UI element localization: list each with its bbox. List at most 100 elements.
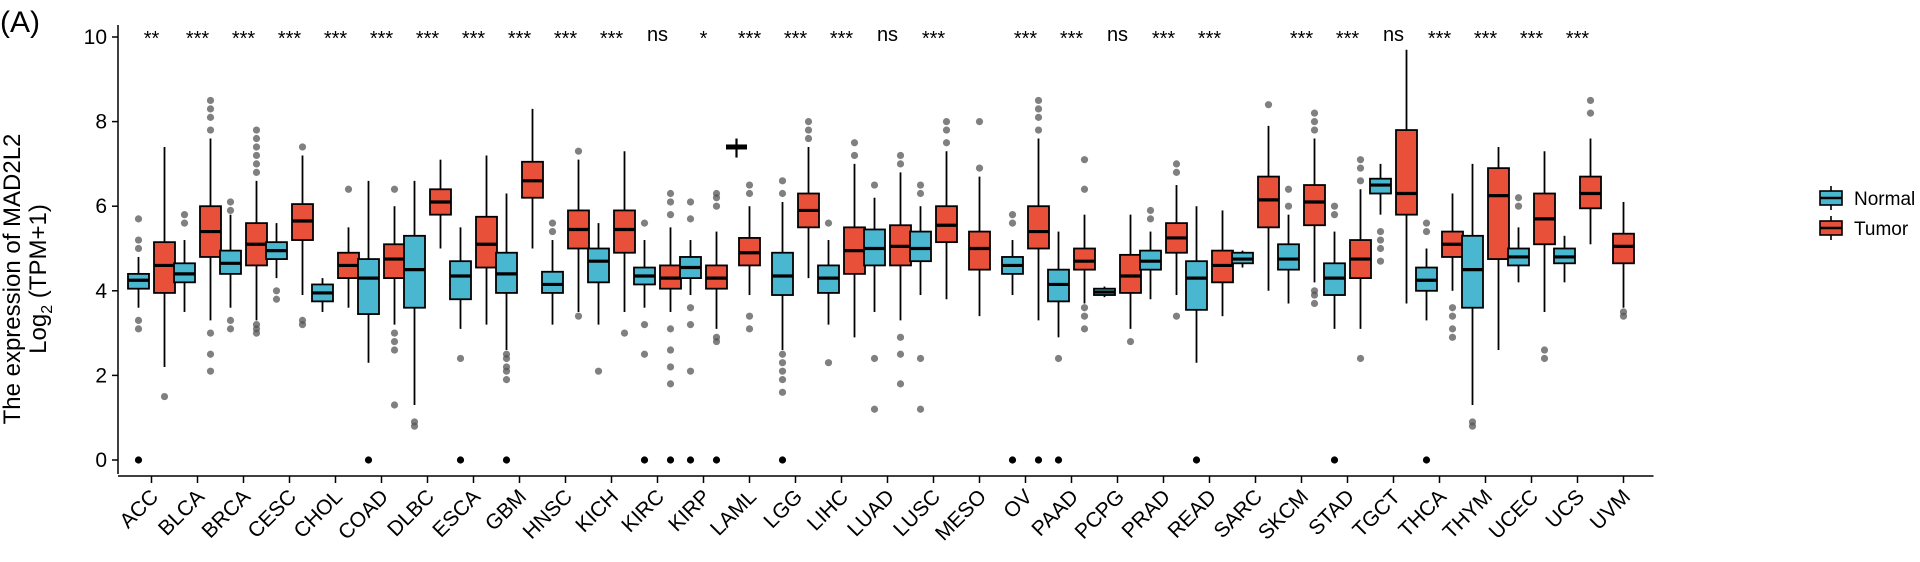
normal-outlier bbox=[686, 367, 695, 375]
normal-median bbox=[726, 144, 747, 150]
normal-box-group bbox=[909, 181, 932, 413]
normal-outlier bbox=[1514, 202, 1523, 210]
x-tick-label: KICH bbox=[571, 485, 623, 537]
tumor-outlier bbox=[1586, 109, 1595, 117]
normal-outlier bbox=[502, 456, 511, 464]
tumor-box-group bbox=[1349, 156, 1372, 363]
normal-box-group bbox=[219, 198, 242, 333]
normal-outlier bbox=[778, 177, 787, 185]
y-tick-label: 0 bbox=[95, 449, 107, 472]
tumor-outlier bbox=[206, 350, 215, 358]
significance-label: ** bbox=[144, 28, 160, 50]
normal-outlier bbox=[640, 350, 649, 358]
significance-label: *** bbox=[416, 28, 440, 50]
significance-label: *** bbox=[324, 28, 348, 50]
significance-label: *** bbox=[1566, 28, 1590, 50]
tumor-outlier bbox=[1172, 312, 1181, 320]
tumor-outlier bbox=[1080, 156, 1089, 164]
tumor-outlier bbox=[666, 198, 675, 206]
normal-outlier bbox=[1008, 456, 1017, 464]
legend-label: Normal bbox=[1854, 189, 1915, 210]
normal-outlier bbox=[778, 388, 787, 396]
normal-outlier bbox=[640, 219, 649, 227]
tumor-box bbox=[1487, 167, 1510, 260]
normal-outlier bbox=[1330, 202, 1339, 210]
x-tick-label: BLCA bbox=[154, 485, 209, 540]
normal-box-group bbox=[1047, 231, 1070, 464]
y-tick-label: 10 bbox=[84, 26, 107, 49]
normal-outlier bbox=[1284, 185, 1293, 193]
tumor-outlier bbox=[896, 350, 905, 358]
tumor-box bbox=[475, 215, 498, 269]
tumor-outlier bbox=[390, 185, 399, 193]
x-tick-label: LUAD bbox=[843, 485, 899, 541]
normal-box-group bbox=[1139, 206, 1162, 300]
normal-outlier bbox=[1376, 244, 1385, 253]
tumor-outlier bbox=[206, 329, 215, 337]
tumor-outlier bbox=[712, 456, 721, 464]
normal-outlier bbox=[916, 354, 925, 363]
tumor-outlier bbox=[712, 333, 721, 341]
normal-outlier bbox=[778, 350, 787, 358]
tumor-outlier bbox=[1080, 185, 1089, 193]
tumor-box-group bbox=[935, 118, 958, 300]
normal-outlier bbox=[134, 325, 143, 333]
y-tick-label: 2 bbox=[95, 364, 107, 387]
tumor-outlier bbox=[712, 202, 721, 210]
tumor-box-group bbox=[1533, 151, 1556, 363]
significance-label: *** bbox=[738, 28, 762, 50]
tumor-outlier bbox=[666, 325, 675, 333]
x-tick-label: PCPG bbox=[1071, 485, 1129, 543]
normal-box-group bbox=[449, 227, 472, 464]
significance-label: *** bbox=[232, 28, 256, 50]
y-axis-title-line2: Log2 (TPM+1) bbox=[25, 204, 56, 354]
normal-outlier bbox=[1422, 219, 1431, 227]
tumor-outlier bbox=[574, 147, 583, 155]
normal-outlier bbox=[226, 316, 235, 325]
tumor-outlier bbox=[942, 139, 951, 147]
x-tick-label: KIRC bbox=[617, 485, 669, 537]
x-tick-label: OV bbox=[999, 485, 1037, 523]
x-tick-label: SKCM bbox=[1254, 485, 1313, 544]
normal-outlier bbox=[916, 181, 925, 189]
plot-area: 0246810ACC**BLCA***BRCA***CESC***CHOL***… bbox=[84, 24, 1654, 545]
tumor-outlier bbox=[390, 329, 399, 337]
tumor-outlier bbox=[1586, 96, 1595, 105]
tumor-outlier bbox=[390, 337, 399, 346]
tumor-box-group bbox=[521, 108, 544, 249]
significance-label: *** bbox=[1428, 28, 1452, 50]
normal-box-group bbox=[265, 223, 288, 303]
normal-outlier bbox=[134, 215, 143, 223]
normal-box bbox=[1461, 234, 1484, 309]
tumor-box-group bbox=[1211, 210, 1234, 317]
significance-label: ns bbox=[1383, 24, 1404, 46]
x-tick-label: LGG bbox=[759, 485, 807, 533]
normal-outlier bbox=[1054, 456, 1063, 464]
tumor-box-group bbox=[738, 181, 761, 333]
tumor-box-group bbox=[1303, 109, 1326, 308]
normal-outlier bbox=[1376, 236, 1385, 244]
significance-label: *** bbox=[922, 28, 946, 50]
tumor-outlier bbox=[896, 333, 905, 341]
tumor-outlier bbox=[942, 118, 951, 126]
normal-box-group bbox=[541, 219, 564, 325]
tumor-outlier bbox=[390, 401, 399, 409]
significance-label: *** bbox=[1474, 28, 1498, 50]
tumor-outlier bbox=[1448, 325, 1457, 333]
significance-label: *** bbox=[554, 28, 578, 50]
tumor-box-group bbox=[1487, 146, 1510, 351]
normal-outlier bbox=[226, 325, 235, 333]
x-tick-label: COAD bbox=[334, 485, 393, 544]
y-tick-label: 6 bbox=[95, 195, 107, 218]
normal-box bbox=[403, 234, 426, 309]
normal-collapsed-box bbox=[726, 138, 747, 158]
normal-box bbox=[357, 258, 380, 315]
x-tick-label: THCA bbox=[1394, 485, 1451, 542]
normal-outlier bbox=[134, 316, 143, 325]
normal-box bbox=[909, 230, 932, 263]
tumor-box bbox=[1303, 184, 1326, 227]
tumor-outlier bbox=[896, 380, 905, 388]
tumor-outlier bbox=[1080, 312, 1089, 320]
x-tick-label: UVM bbox=[1586, 485, 1635, 534]
